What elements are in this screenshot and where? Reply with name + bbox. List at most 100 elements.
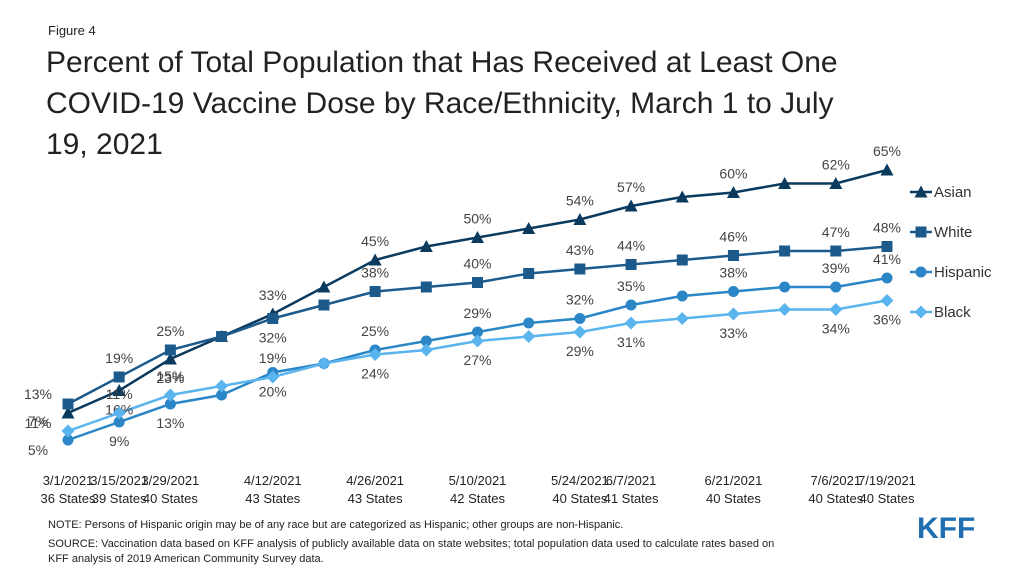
marker xyxy=(881,272,893,284)
marker xyxy=(318,299,330,311)
marker xyxy=(472,277,483,288)
marker xyxy=(61,406,75,419)
marker xyxy=(625,259,637,270)
marker xyxy=(62,398,74,410)
marker xyxy=(880,294,894,307)
marker xyxy=(164,344,176,356)
data-label: 29% xyxy=(566,343,594,359)
marker xyxy=(624,199,638,212)
x-tick-note: 40 States xyxy=(860,491,915,506)
marker xyxy=(112,384,126,396)
marker xyxy=(266,370,280,384)
marker xyxy=(830,281,842,293)
marker xyxy=(113,371,125,383)
marker xyxy=(574,263,586,275)
legend-marker xyxy=(914,305,928,319)
x-tick-note: 39 States xyxy=(92,491,147,506)
data-label: 43% xyxy=(566,242,594,258)
x-tick-label: 3/1/2021 xyxy=(43,473,94,488)
data-label: 25% xyxy=(156,323,184,339)
marker xyxy=(317,357,331,370)
marker xyxy=(778,303,792,316)
legend-label: Hispanic xyxy=(934,264,992,281)
data-label: 40% xyxy=(463,256,491,272)
marker xyxy=(368,253,382,266)
marker xyxy=(778,177,792,189)
data-label: 65% xyxy=(873,143,901,159)
marker xyxy=(779,245,791,257)
marker xyxy=(830,245,842,257)
marker xyxy=(675,312,689,325)
x-tick-label: 5/24/2021 xyxy=(551,473,609,488)
x-tick-label: 7/6/2021 xyxy=(811,473,862,488)
x-tick-note: 42 States xyxy=(450,491,505,506)
data-label: 7% xyxy=(28,413,48,429)
x-tick-label: 7/19/2021 xyxy=(858,473,916,488)
data-label: 27% xyxy=(463,352,491,368)
marker xyxy=(112,406,126,420)
chart-title: Percent of Total Population that Has Rec… xyxy=(46,46,838,79)
marker xyxy=(419,343,433,357)
x-tick-label: 3/29/2021 xyxy=(141,473,199,488)
data-label: 54% xyxy=(566,193,594,209)
marker xyxy=(880,163,894,176)
marker xyxy=(829,177,843,189)
logo: KFF xyxy=(917,512,975,545)
marker xyxy=(164,398,176,410)
x-tick-note: 43 States xyxy=(348,491,403,506)
marker xyxy=(215,379,229,393)
x-tick-note: 36 States xyxy=(41,491,96,506)
marker xyxy=(829,303,843,316)
marker xyxy=(216,389,228,401)
marker xyxy=(727,286,739,297)
x-tick-note: 40 States xyxy=(808,491,863,506)
data-label: 19% xyxy=(259,350,287,366)
legend-label: Asian xyxy=(934,184,972,201)
x-tick-note: 40 States xyxy=(706,491,761,506)
legend-label: White xyxy=(934,224,972,241)
marker xyxy=(419,240,433,252)
marker xyxy=(420,335,432,347)
data-label: 57% xyxy=(617,179,645,195)
chart-title: 19, 2021 xyxy=(46,128,163,161)
x-tick-note: 41 States xyxy=(604,491,659,506)
figure-label: Figure 4 xyxy=(48,23,96,38)
marker xyxy=(163,388,177,402)
x-tick-label: 3/15/2021 xyxy=(90,473,148,488)
data-label: 39% xyxy=(822,260,850,276)
marker xyxy=(522,330,536,343)
marker xyxy=(675,190,689,203)
marker xyxy=(523,268,535,279)
note: NOTE: Persons of Hispanic origin may be … xyxy=(48,519,623,531)
data-label: 47% xyxy=(822,224,850,240)
marker xyxy=(317,280,331,293)
data-label: 13% xyxy=(24,386,52,402)
data-label: 60% xyxy=(719,166,747,182)
marker xyxy=(216,331,228,342)
marker xyxy=(573,213,587,225)
marker xyxy=(471,334,484,348)
chart-title: COVID-19 Vaccine Dose by Race/Ethnicity,… xyxy=(46,87,834,120)
x-tick-label: 4/26/2021 xyxy=(346,473,404,488)
x-tick-note: 40 States xyxy=(143,491,198,506)
marker xyxy=(574,313,586,324)
source: KFF analysis of 2019 American Community … xyxy=(48,553,324,565)
data-label: 36% xyxy=(873,312,901,328)
marker xyxy=(676,254,688,266)
marker xyxy=(267,313,279,324)
x-tick-note: 40 States xyxy=(552,491,607,506)
marker xyxy=(420,281,432,293)
marker xyxy=(676,290,688,302)
legend-label: Black xyxy=(934,304,971,321)
data-label: 32% xyxy=(566,292,594,308)
data-label: 9% xyxy=(109,433,129,449)
marker xyxy=(62,434,74,446)
data-label: 34% xyxy=(822,321,850,337)
data-label: 44% xyxy=(617,238,645,254)
marker xyxy=(472,326,483,338)
marker xyxy=(881,241,893,252)
marker xyxy=(471,231,484,243)
data-label: 15% xyxy=(156,368,184,384)
data-label: 32% xyxy=(259,330,287,346)
